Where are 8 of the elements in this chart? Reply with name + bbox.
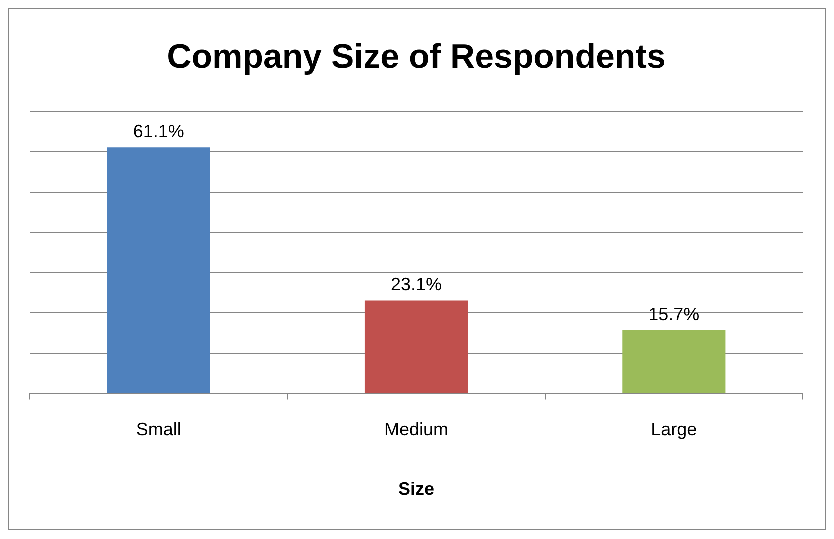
x-axis-title: Size xyxy=(398,479,435,500)
chart-title: Company Size of Respondents xyxy=(167,38,666,76)
x-tick-label: Medium xyxy=(384,420,449,440)
x-tick-label: Large xyxy=(651,420,698,440)
data-label: 61.1% xyxy=(133,122,184,142)
data-label: 15.7% xyxy=(648,304,700,325)
data-label: 23.1% xyxy=(390,274,442,295)
x-tick-label: Small xyxy=(136,420,182,440)
